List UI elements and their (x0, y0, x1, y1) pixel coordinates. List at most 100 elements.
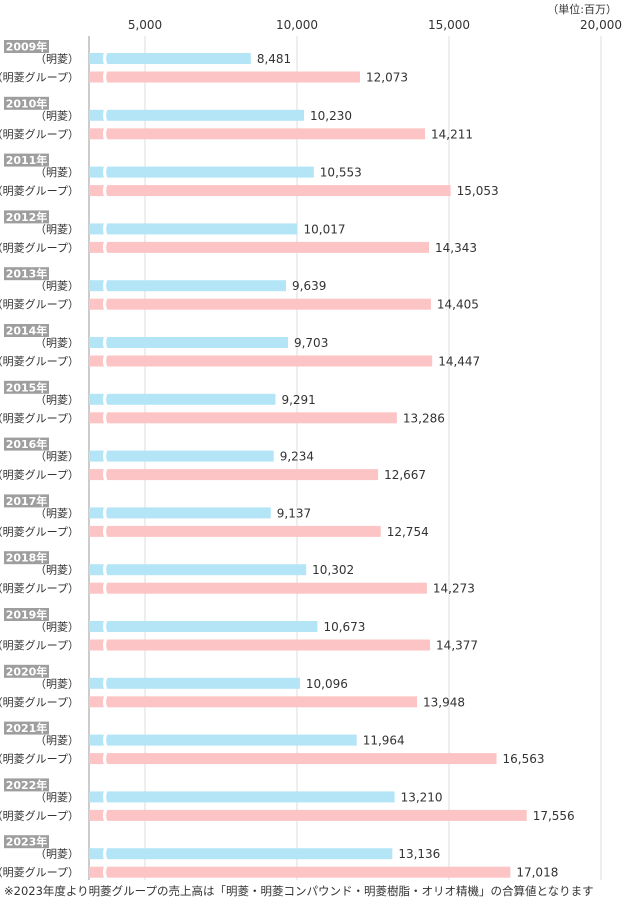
axis-break-mark (102, 808, 108, 823)
axis-break-mark (102, 69, 108, 85)
year-badge (4, 267, 49, 281)
row-label-meiryo: （明菱） (35, 337, 79, 350)
bar-group (89, 469, 379, 481)
year-label: 2023年 (6, 835, 48, 849)
x-tick-label: 5,000 (128, 18, 162, 32)
value-label: 9,234 (280, 450, 314, 464)
year-badge (4, 380, 49, 394)
footnote: ※2023年度より明菱グループの売上高は「明菱・明菱コンパウンド・明菱樹脂・オリ… (4, 884, 594, 898)
year-label: 2016年 (6, 437, 48, 451)
bar-meiryo (89, 223, 298, 235)
bar-group (89, 582, 427, 594)
axis-break-mark (102, 505, 108, 521)
year-badge (4, 664, 49, 678)
axis-break-mark (102, 221, 108, 237)
row-label-group: （明菱グループ） (0, 240, 79, 254)
year-badge (4, 551, 49, 565)
value-label: 13,210 (401, 790, 443, 804)
value-label: 14,343 (435, 241, 477, 255)
row-label-meiryo: （明菱） (35, 734, 79, 747)
year-badge (4, 40, 49, 53)
axis-break-mark (102, 448, 108, 464)
axis-break-mark (102, 335, 108, 350)
row-label-meiryo: （明菱） (35, 223, 79, 236)
bar-group (89, 185, 451, 197)
row-label-group: （明菱グループ） (0, 127, 79, 141)
value-label: 10,673 (323, 620, 365, 634)
value-label: 9,703 (294, 336, 328, 350)
row-label-group: （明菱グループ） (0, 354, 79, 368)
bar-meiryo (89, 734, 357, 746)
year-badge (4, 608, 49, 621)
bar-meiryo (89, 677, 300, 689)
value-label: 15,053 (457, 184, 499, 198)
row-label-meiryo: （明菱） (35, 393, 79, 406)
bar-group (89, 241, 430, 253)
row-label-group: （明菱グループ） (0, 468, 79, 482)
value-label: 12,667 (384, 468, 426, 482)
row-label-meiryo: （明菱） (35, 677, 79, 690)
year-label: 2015年 (6, 380, 48, 394)
year-label: 2011年 (6, 153, 48, 167)
row-label-meiryo: （明菱） (35, 848, 79, 861)
year-label: 2019年 (6, 608, 48, 622)
row-label-group: （明菱グループ） (0, 524, 79, 538)
year-label: 2010年 (6, 96, 48, 110)
bar-meiryo (89, 280, 287, 292)
bar-meiryo (89, 166, 314, 178)
row-label-meiryo: （明菱） (35, 791, 79, 804)
bar-meiryo (89, 791, 395, 803)
axis-break-mark (102, 126, 108, 141)
axis-break-mark (102, 51, 108, 66)
year-badge (4, 96, 49, 110)
bar-meiryo (89, 848, 393, 860)
value-label: 11,964 (363, 734, 405, 748)
value-label: 17,018 (516, 866, 558, 880)
value-label: 10,553 (320, 166, 362, 180)
row-label-meiryo: （明菱） (35, 280, 79, 293)
value-label: 9,639 (292, 279, 326, 293)
axis-break-mark (102, 297, 108, 312)
value-label: 13,136 (398, 847, 440, 861)
axis-break-mark (102, 183, 108, 198)
year-badge (4, 324, 49, 337)
bar-group (89, 412, 397, 424)
year-label: 2009年 (6, 40, 48, 54)
bar-group (89, 753, 497, 765)
bar-group (89, 525, 381, 537)
bar-group (89, 809, 527, 821)
row-label-group: （明菱グループ） (0, 752, 79, 766)
bar-group (89, 128, 426, 140)
row-label-group: （明菱グループ） (0, 70, 79, 84)
year-label: 2022年 (6, 778, 48, 792)
row-label-group: （明菱グループ） (0, 695, 79, 709)
year-badge (4, 778, 49, 792)
bar-group (89, 71, 361, 83)
axis-break-mark (102, 108, 108, 123)
axis-break-mark (102, 865, 108, 880)
axis-break-mark (102, 524, 108, 539)
year-badge (4, 210, 49, 224)
year-label: 2012年 (6, 210, 48, 224)
bar-meiryo (89, 53, 251, 64)
bar-meiryo (89, 621, 318, 632)
row-label-group: （明菱グループ） (0, 638, 79, 652)
value-label: 10,230 (310, 109, 352, 123)
row-label-meiryo: （明菱） (35, 53, 79, 66)
axis-break-mark (102, 562, 108, 577)
row-label-meiryo: （明菱） (35, 621, 79, 634)
row-label-group: （明菱グループ） (0, 808, 79, 822)
value-label: 9,291 (281, 393, 315, 407)
bar-meiryo (89, 337, 288, 348)
year-label: 2020年 (6, 664, 48, 678)
value-label: 9,137 (277, 506, 311, 520)
year-label: 2018年 (6, 551, 48, 565)
row-label-meiryo: （明菱） (35, 166, 79, 179)
year-label: 2013年 (6, 267, 48, 281)
year-badge (4, 721, 49, 735)
value-label: 12,073 (366, 71, 408, 85)
row-label-group: （明菱グループ） (0, 297, 79, 311)
bar-group (89, 696, 418, 708)
year-badge (4, 153, 49, 167)
